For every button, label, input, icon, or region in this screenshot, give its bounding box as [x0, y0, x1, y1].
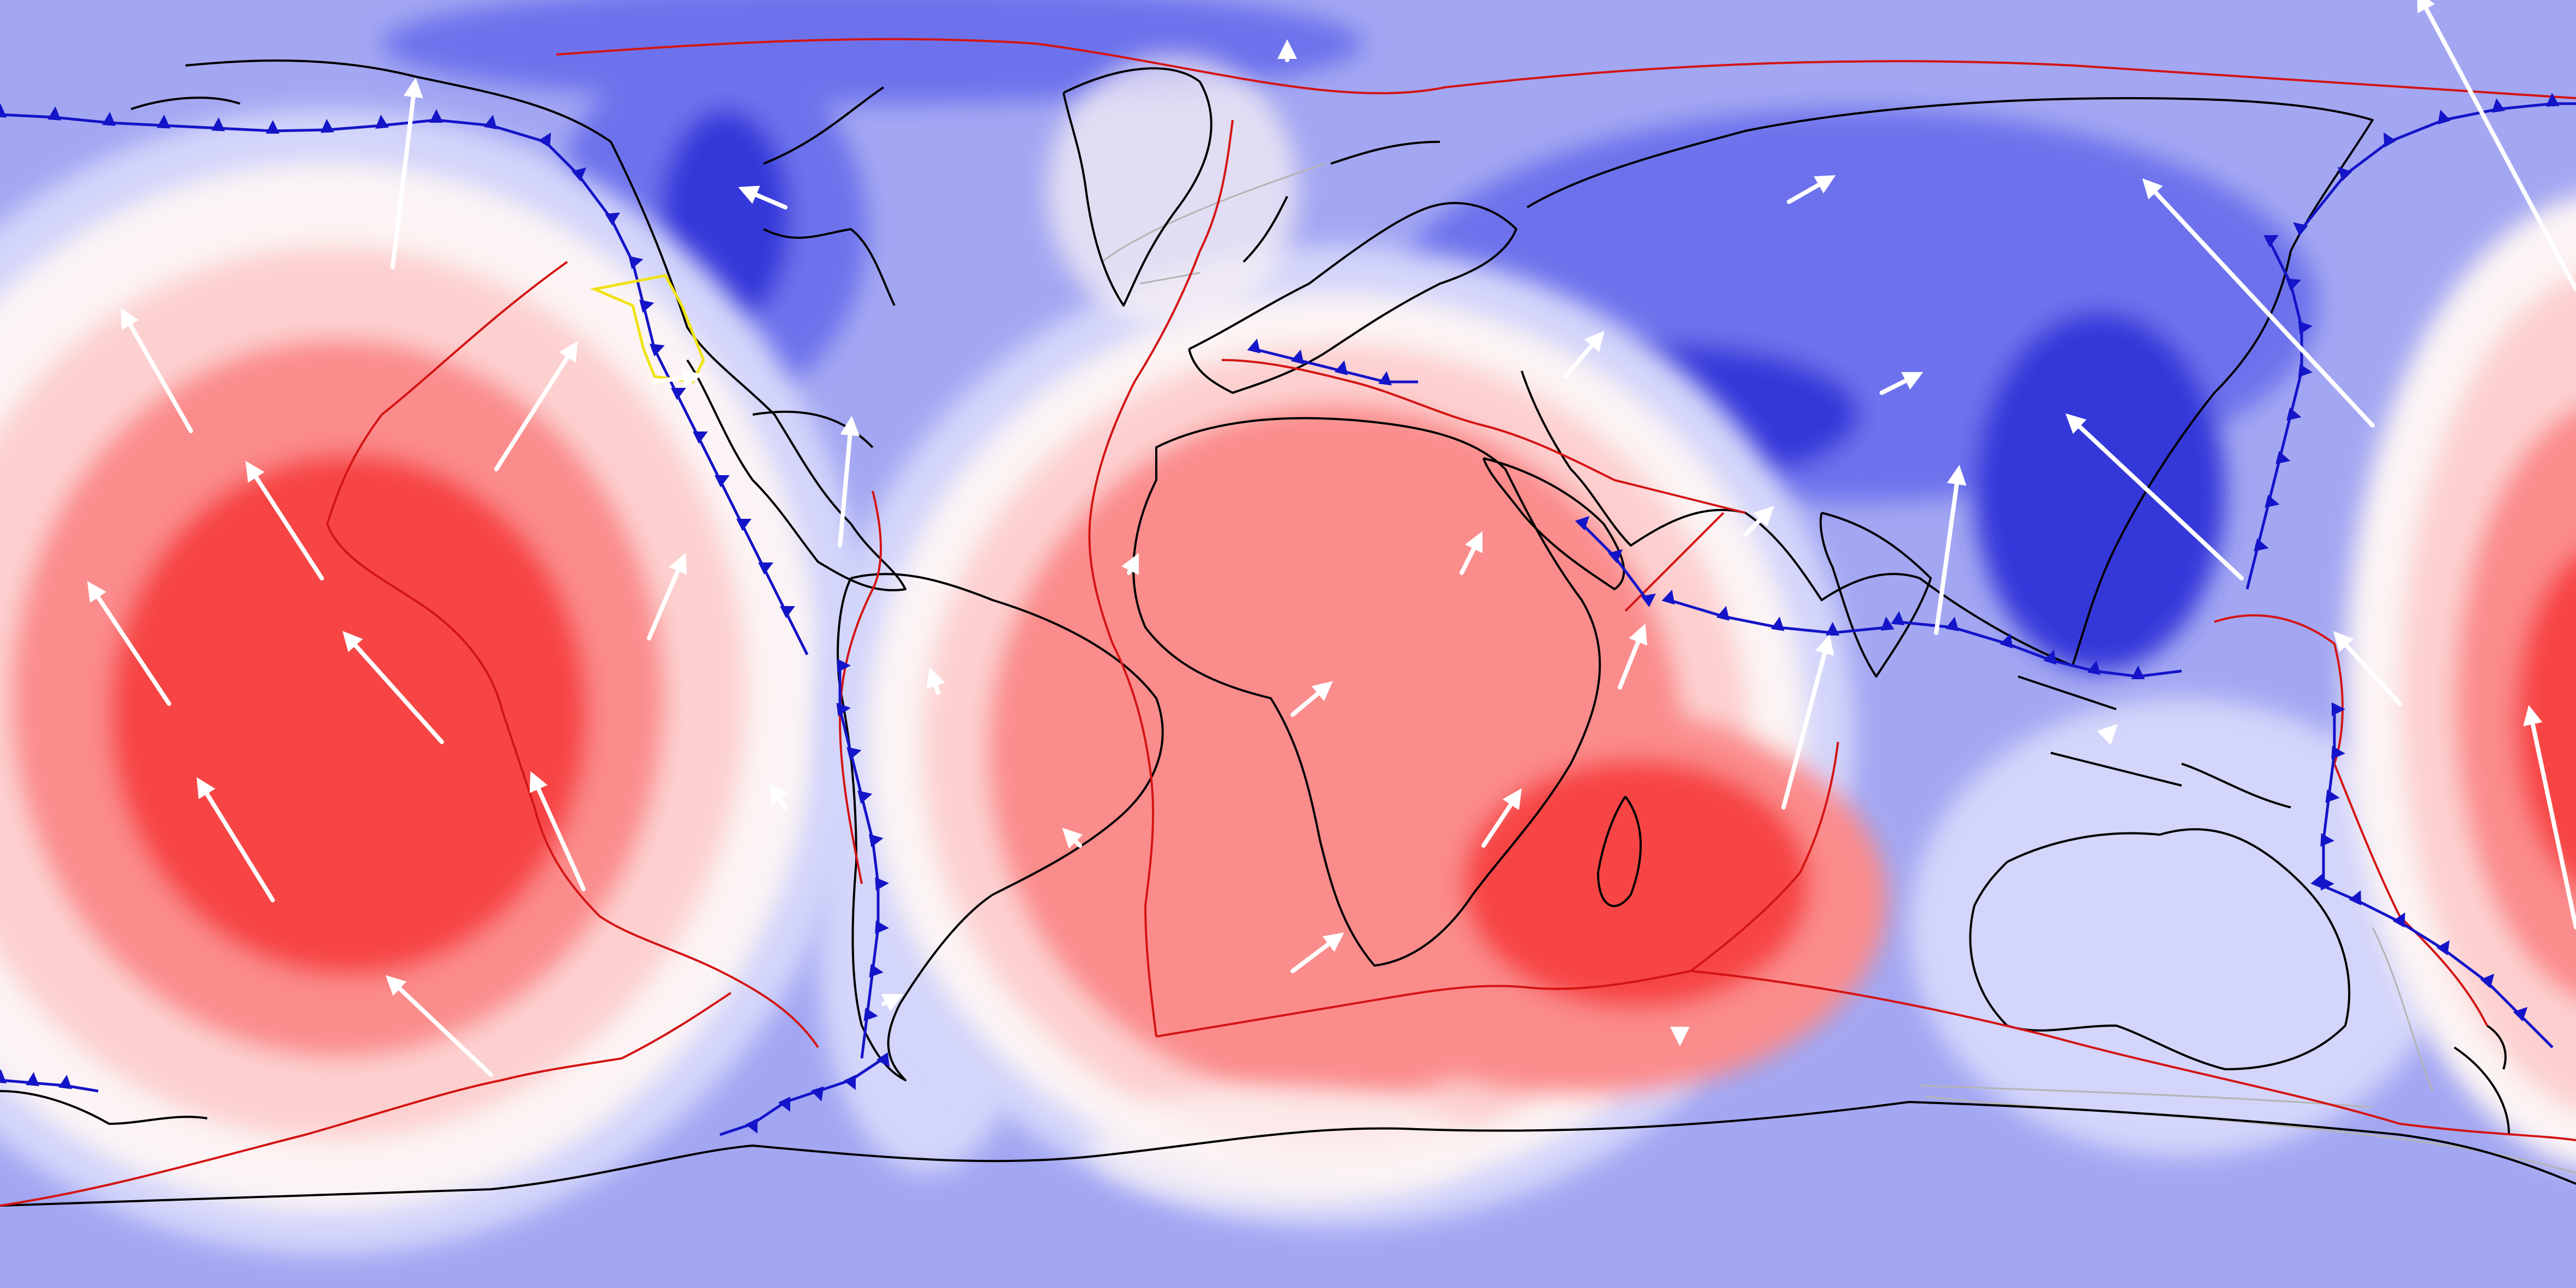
motion-arrow — [2065, 413, 2244, 580]
motion-arrow — [652, 368, 702, 388]
coast-australia — [1969, 828, 2351, 1070]
motion-arrow — [121, 308, 193, 433]
motion-arrow — [529, 771, 586, 891]
plate-boundary-mid-atlantic — [1088, 119, 1234, 1037]
subduction-kamchatka — [2293, 93, 2576, 236]
motion-arrow — [1121, 553, 1139, 576]
motion-arrow — [1934, 465, 1967, 635]
plate-boundary-east-pacific — [326, 261, 819, 1049]
motion-arrows — [87, 0, 2576, 1077]
plate-boundary-pacific-antarctic — [0, 992, 732, 1207]
coast-greenland — [1062, 67, 1212, 307]
east-asia-low-core — [1974, 311, 2225, 671]
motion-arrow — [881, 993, 904, 1012]
motion-arrow — [1290, 681, 1333, 717]
subduction-antarctic-wedge — [0, 1069, 99, 1093]
plate-boundary-southwest-indian — [1156, 970, 1691, 1038]
motion-arrow — [87, 581, 171, 706]
motion-arrow — [1460, 531, 1483, 575]
subduction-cascadia — [628, 256, 809, 656]
motion-arrow — [647, 553, 687, 640]
subduction-andes — [836, 658, 889, 1059]
subduction-makran-sunda — [1582, 524, 2182, 676]
motion-arrow — [1290, 932, 1344, 973]
plate-boundary-arctic — [556, 38, 2576, 99]
coast-madagascar — [1597, 795, 1642, 907]
motion-arrow — [1743, 506, 1774, 537]
subduction-japan-kuril — [2245, 235, 2313, 590]
motion-arrow — [838, 416, 860, 548]
transition-bands — [1047, 55, 1473, 1206]
motion-arrow — [385, 975, 493, 1077]
coast-new-zealand — [2453, 1025, 2510, 1135]
motion-arrow — [342, 631, 444, 744]
motion-arrow — [494, 340, 578, 471]
motion-arrow — [926, 667, 945, 695]
plate-boundary-southeast-indian — [1690, 970, 2576, 1141]
motion-arrow — [738, 185, 788, 209]
motion-arrow — [1880, 372, 1924, 395]
subduction-scotia — [719, 1052, 890, 1136]
motion-arrow — [2523, 705, 2576, 930]
motion-arrow — [2417, 0, 2576, 291]
motion-arrow — [196, 777, 275, 902]
coast-africa — [1132, 417, 1601, 967]
motion-arrow — [1481, 788, 1522, 848]
coast-antarctica — [0, 1101, 2576, 1207]
motion-arrow — [1062, 828, 1083, 849]
motion-arrow — [1618, 624, 1648, 690]
motion-arrow — [391, 77, 423, 269]
motion-arrow — [2333, 631, 2402, 706]
motion-arrow — [245, 460, 324, 580]
motion-arrow — [1787, 175, 1836, 204]
motion-arrow — [1781, 634, 1834, 810]
subduction-tonga-kermadec — [2318, 709, 2554, 1049]
motion-arrow — [2097, 724, 2118, 745]
subduction-aleutian — [0, 104, 634, 263]
motion-arrow — [2142, 178, 2375, 428]
motion-arrow — [1563, 331, 1605, 379]
motion-arrow — [769, 783, 788, 810]
subduction-hellenic — [1247, 338, 1418, 386]
subduction-zones — [0, 93, 2576, 1136]
